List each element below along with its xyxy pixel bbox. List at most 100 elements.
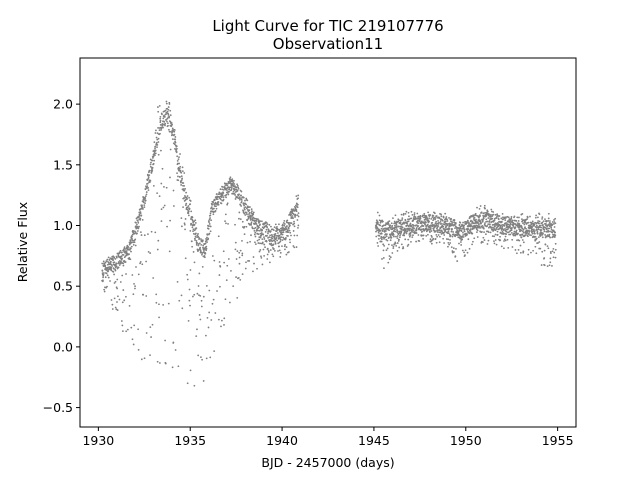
data-point	[481, 230, 483, 233]
data-point	[260, 255, 262, 258]
data-point	[250, 215, 253, 218]
data-point	[156, 146, 158, 149]
data-point	[171, 138, 174, 140]
data-point	[167, 114, 170, 116]
data-point	[453, 251, 455, 253]
data-point	[201, 239, 204, 242]
data-point	[287, 235, 289, 237]
data-point	[442, 216, 445, 219]
data-point	[272, 255, 275, 258]
y-tick-label: 0.0	[53, 339, 73, 354]
data-point	[447, 245, 449, 248]
data-point	[195, 236, 197, 239]
data-point	[542, 220, 545, 223]
data-point	[266, 234, 268, 237]
data-point	[145, 295, 148, 297]
data-point	[205, 245, 208, 248]
data-point	[113, 256, 116, 259]
data-point	[450, 246, 453, 249]
data-point	[266, 223, 269, 226]
data-point	[454, 235, 457, 238]
data-point	[107, 266, 110, 269]
data-point	[537, 228, 540, 231]
data-point	[197, 244, 200, 247]
data-point	[283, 219, 286, 222]
data-point	[399, 222, 402, 225]
data-point	[462, 231, 464, 234]
data-point	[161, 123, 164, 126]
data-point	[102, 272, 105, 274]
data-point	[186, 195, 189, 197]
data-point	[542, 223, 544, 226]
data-point	[104, 261, 107, 264]
data-point	[399, 236, 401, 239]
data-point	[401, 217, 404, 220]
data-point	[464, 254, 466, 257]
data-point	[141, 206, 144, 209]
data-point	[497, 225, 500, 228]
data-point	[536, 230, 539, 233]
data-point	[186, 382, 189, 385]
data-point	[541, 236, 544, 239]
data-point	[439, 235, 441, 238]
data-point	[141, 263, 144, 266]
data-point	[460, 244, 463, 246]
data-point	[229, 186, 232, 189]
data-point	[513, 230, 516, 233]
data-point	[201, 358, 204, 361]
data-point	[289, 224, 291, 227]
data-point	[274, 240, 277, 243]
data-point	[112, 270, 115, 273]
data-point	[405, 210, 408, 213]
data-point	[209, 356, 212, 359]
data-point	[506, 228, 509, 231]
data-point	[219, 285, 221, 288]
data-point	[236, 296, 239, 299]
data-point	[188, 196, 191, 199]
data-point	[380, 227, 383, 230]
data-point	[410, 217, 413, 220]
data-point	[427, 211, 430, 214]
data-point	[158, 127, 161, 129]
data-point	[107, 256, 110, 259]
data-point	[382, 257, 385, 259]
data-point	[142, 293, 145, 296]
data-point	[447, 230, 450, 233]
data-point	[259, 236, 262, 239]
data-point	[227, 223, 229, 225]
data-point	[193, 237, 196, 240]
data-point	[142, 208, 144, 210]
y-axis-label: Relative Flux	[15, 202, 30, 282]
data-point	[515, 229, 518, 232]
data-point	[104, 264, 107, 267]
data-point	[512, 225, 515, 228]
data-point	[462, 226, 465, 229]
data-point	[423, 212, 426, 215]
data-point	[207, 326, 210, 329]
data-point	[173, 133, 176, 136]
data-point	[264, 230, 267, 233]
data-point	[147, 187, 150, 189]
data-point	[240, 200, 243, 202]
data-point	[151, 323, 154, 326]
data-point	[406, 245, 409, 247]
data-point	[544, 243, 547, 246]
data-point	[202, 380, 205, 382]
data-point	[111, 303, 114, 306]
data-point	[193, 220, 196, 223]
data-point	[216, 290, 218, 292]
data-point	[152, 155, 155, 158]
data-point	[290, 234, 292, 237]
data-point	[485, 218, 488, 221]
data-point	[297, 212, 300, 215]
data-point	[166, 107, 169, 110]
data-point	[402, 212, 405, 215]
data-point	[196, 242, 199, 244]
data-point	[204, 242, 207, 245]
data-point	[125, 330, 128, 333]
data-point	[163, 121, 166, 123]
data-point	[427, 228, 430, 231]
data-point	[482, 227, 485, 230]
data-point	[275, 234, 278, 237]
data-point	[536, 232, 539, 235]
